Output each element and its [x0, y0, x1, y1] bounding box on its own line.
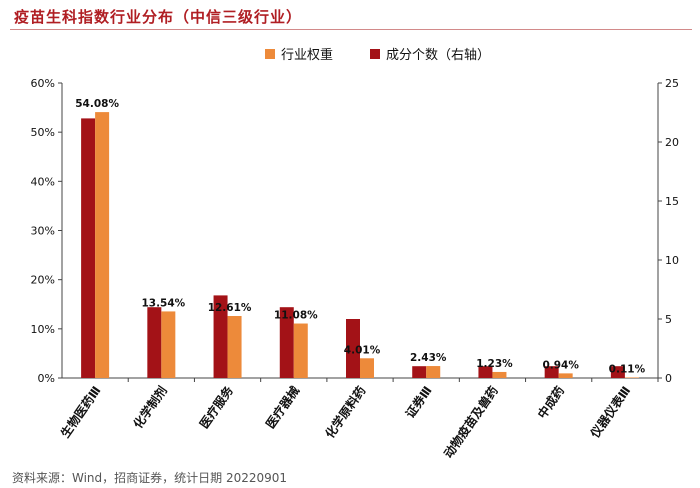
right-tick-label: 5 — [665, 313, 672, 326]
bar-count — [478, 366, 493, 378]
category-label: 仪器仪表Ⅲ — [586, 383, 633, 441]
category-label: 中成药 — [534, 383, 567, 421]
left-tick-label: 30% — [31, 225, 55, 238]
left-tick-label: 50% — [31, 126, 55, 139]
title-divider — [10, 29, 692, 30]
legend: 行业权重 成分个数（右轴） — [0, 44, 700, 64]
right-tick-label: 15 — [665, 195, 679, 208]
bar-count — [213, 295, 228, 378]
data-label: 1.23% — [476, 358, 513, 370]
data-label: 0.11% — [609, 363, 646, 375]
left-tick-label: 40% — [31, 175, 55, 188]
bar-weight — [558, 373, 573, 378]
left-tick-label: 10% — [31, 323, 55, 336]
legend-label-count: 成分个数（右轴） — [386, 48, 491, 63]
bar-weight — [624, 377, 639, 378]
data-label: 4.01% — [344, 344, 381, 356]
legend-item-count: 成分个数（右轴） — [370, 44, 490, 63]
category-label: 生物医药Ⅲ — [57, 383, 103, 440]
bar-count — [81, 118, 96, 379]
category-label: 医疗服务 — [196, 382, 236, 431]
legend-label-weight: 行业权重 — [281, 48, 334, 63]
legend-swatch-weight — [265, 48, 275, 59]
category-label: 化学原料药 — [322, 383, 369, 441]
category-label: 动物疫苗及兽药 — [440, 383, 500, 460]
bar-count — [610, 366, 625, 378]
bar-weight — [293, 323, 308, 378]
data-label: 2.43% — [410, 352, 447, 364]
left-tick-label: 60% — [31, 77, 55, 90]
bar-count — [279, 307, 294, 378]
legend-item-weight: 行业权重 — [265, 44, 333, 63]
bar-weight — [360, 358, 374, 378]
category-label: 化学制剂 — [130, 383, 170, 431]
data-label: 13.54% — [141, 297, 185, 309]
bar-weight — [426, 366, 441, 378]
bar-count — [412, 366, 427, 378]
bar-count — [346, 319, 360, 378]
data-label: 54.08% — [75, 98, 119, 110]
bar-weight — [227, 316, 242, 378]
right-tick-label: 25 — [665, 77, 679, 90]
bar-weight — [492, 371, 507, 378]
data-label: 0.94% — [542, 359, 579, 371]
right-tick-label: 0 — [665, 372, 672, 385]
category-label: 证券Ⅲ — [402, 383, 435, 421]
right-tick-label: 20 — [665, 136, 679, 149]
data-label: 12.61% — [208, 302, 252, 314]
data-label: 11.08% — [274, 310, 318, 322]
bar-count — [147, 307, 162, 378]
legend-swatch-count — [370, 48, 380, 59]
chart-title: 疫苗生科指数行业分布（中信三级行业） — [14, 8, 303, 26]
right-tick-label: 10 — [665, 254, 679, 267]
source-note: 资料来源：Wind，招商证券，统计日期 20220901 — [12, 471, 288, 485]
left-tick-label: 20% — [31, 274, 55, 287]
bar-weight — [161, 311, 176, 378]
category-label: 医疗器械 — [262, 383, 302, 431]
left-tick-label: 0% — [38, 372, 55, 385]
bar-count — [544, 366, 559, 378]
bar-weight — [95, 112, 110, 379]
